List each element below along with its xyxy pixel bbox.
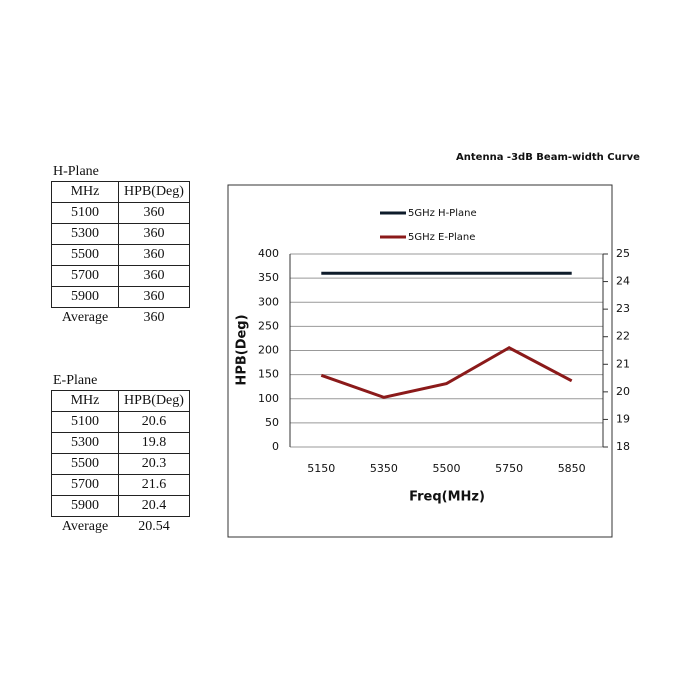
header-cell: HPB(Deg) bbox=[118, 181, 190, 203]
cell: 20.6 bbox=[118, 411, 190, 433]
x-tick-label: 5350 bbox=[370, 462, 398, 475]
x-axis-label: Freq(MHz) bbox=[409, 490, 485, 505]
y2-tick-label: 21 bbox=[616, 357, 630, 370]
row: 5300 360 bbox=[51, 223, 190, 245]
cell: 5500 bbox=[51, 453, 119, 475]
average-value: 20.54 bbox=[138, 519, 170, 534]
row: 5300 19.8 bbox=[51, 432, 190, 454]
table-title: E-Plane bbox=[53, 373, 98, 388]
row: 5100 20.6 bbox=[51, 411, 190, 433]
chart-frame bbox=[227, 184, 613, 538]
y2-tick-label: 18 bbox=[616, 440, 630, 453]
average-row: Average 360 bbox=[52, 308, 190, 329]
table-title: H-Plane bbox=[53, 164, 99, 179]
cell: 5900 bbox=[51, 286, 119, 308]
x-tick-label: 5500 bbox=[433, 462, 461, 475]
row: 5900 20.4 bbox=[51, 495, 190, 517]
y-tick-label: 250 bbox=[258, 319, 279, 332]
table: MHz HPB(Deg) 5100 360 5300 360 5500 360 5700 360 5… bbox=[51, 181, 190, 328]
x-tick-label: 5150 bbox=[307, 462, 335, 475]
y-tick-label: 150 bbox=[258, 368, 279, 381]
cell: 360 bbox=[118, 223, 190, 245]
average-label: Average bbox=[61, 519, 109, 534]
x-tick-label: 5750 bbox=[495, 462, 523, 475]
y-tick-label: 100 bbox=[258, 392, 279, 405]
y2-tick-label: 22 bbox=[616, 330, 630, 343]
cell: 5900 bbox=[51, 495, 119, 517]
y2-tick-label: 23 bbox=[616, 302, 630, 315]
row: 5700 21.6 bbox=[51, 474, 190, 496]
average-label: Average bbox=[61, 310, 109, 325]
y2-tick-label: 20 bbox=[616, 385, 630, 398]
y-tick-label: 400 bbox=[258, 247, 279, 260]
average-row: Average 20.54 bbox=[52, 517, 190, 538]
e-plane-table: E-Plane MHz HPB(Deg) 5100 20.6 5300 19.8 5500 20… bbox=[51, 372, 190, 537]
row: 5900 360 bbox=[51, 286, 190, 308]
cell: 21.6 bbox=[118, 474, 190, 496]
legend-label: 5GHz E-Plane bbox=[408, 232, 475, 243]
x-tick-label: 5850 bbox=[558, 462, 586, 475]
y-axis-label: HPB(Deg) bbox=[235, 314, 250, 385]
legend-label: 5GHz H-Plane bbox=[408, 208, 477, 219]
row: 5500 20.3 bbox=[51, 453, 190, 475]
cell: 5700 bbox=[51, 265, 119, 287]
y2-tick-label: 25 bbox=[616, 247, 630, 260]
cell: 20.4 bbox=[118, 495, 190, 517]
y2-tick-label: 24 bbox=[616, 275, 630, 288]
y-tick-label: 200 bbox=[258, 344, 279, 357]
y2-tick-label: 19 bbox=[616, 412, 630, 425]
y-tick-label: 350 bbox=[258, 271, 279, 284]
chart-title: Antenna -3dB Beam-width Curve bbox=[456, 152, 640, 163]
header-row: MHz HPB(Deg) bbox=[51, 181, 190, 203]
average-value: 360 bbox=[143, 310, 165, 325]
y-tick-label: 50 bbox=[265, 416, 279, 429]
row: 5700 360 bbox=[51, 265, 190, 287]
series-line bbox=[320, 346, 573, 399]
cell: 360 bbox=[118, 286, 190, 308]
y-tick-label: 0 bbox=[272, 440, 279, 453]
h-plane-table: H-Plane MHz HPB(Deg) 5100 360 5300 360 5500 360 5… bbox=[51, 163, 190, 328]
cell: 360 bbox=[118, 244, 190, 266]
y-tick-label: 300 bbox=[258, 295, 279, 308]
table: MHz HPB(Deg) 5100 20.6 5300 19.8 5500 20.3 5700 2… bbox=[51, 390, 190, 537]
